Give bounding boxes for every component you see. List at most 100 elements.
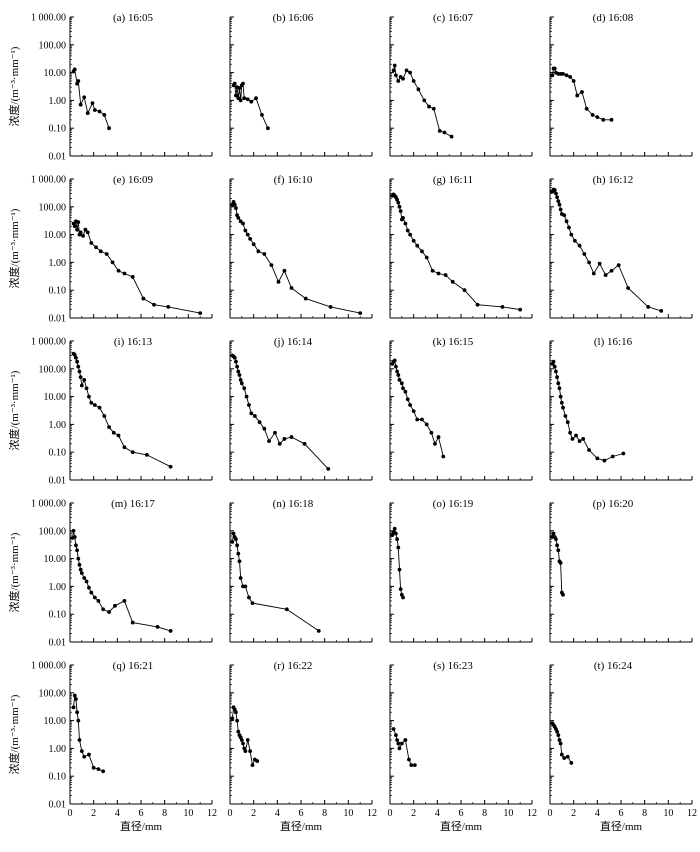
y-tick-label: 1 000.00	[31, 499, 66, 510]
data-point	[567, 225, 571, 230]
data-point	[89, 241, 94, 245]
x-tick-label: 2	[91, 808, 96, 819]
data-point	[94, 245, 98, 250]
data-point	[621, 451, 626, 456]
data-point	[245, 232, 250, 237]
data-point	[87, 585, 91, 590]
data-point	[101, 769, 106, 774]
data-point	[563, 414, 568, 418]
y-tick-label: 1.00	[49, 744, 67, 755]
y-axis-label: 浓度/(m⁻³·mm⁻¹)	[7, 46, 21, 126]
data-point	[74, 697, 78, 701]
subplot-title: (a) 16:05	[113, 12, 154, 24]
data-point	[90, 101, 95, 105]
y-axis-label: 浓度/(m⁻³·mm⁻¹)	[7, 694, 21, 774]
data-point	[76, 364, 81, 369]
data-point	[399, 381, 404, 386]
data-point	[282, 268, 287, 273]
data-point	[96, 599, 101, 603]
data-point	[236, 729, 241, 734]
y-tick-label: 1.00	[49, 96, 67, 107]
data-point	[577, 439, 582, 444]
data-point	[500, 305, 505, 309]
data-point	[113, 603, 117, 608]
data-point	[394, 531, 398, 536]
series-line	[73, 68, 110, 129]
y-tick-label: 10.00	[44, 68, 67, 79]
data-point	[234, 710, 238, 715]
data-point	[399, 741, 404, 746]
series-line	[551, 360, 624, 462]
data-point	[155, 624, 160, 629]
data-point	[234, 537, 238, 542]
subplot-7: (g) 16:11	[389, 174, 533, 319]
data-point	[401, 595, 405, 600]
data-point	[262, 252, 267, 256]
data-point	[302, 441, 307, 446]
data-point	[601, 117, 606, 122]
data-point	[110, 260, 115, 265]
x-tick-label: 6	[139, 808, 144, 819]
y-tick-label: 100.00	[39, 688, 67, 699]
data-point	[518, 307, 523, 312]
data-point	[577, 243, 582, 248]
data-point	[245, 97, 250, 102]
x-tick-label: 0	[388, 808, 393, 819]
data-point	[397, 746, 402, 751]
data-point	[555, 195, 559, 200]
data-point	[289, 435, 294, 439]
subplot-12: (l) 16:16	[549, 336, 693, 481]
y-tick-label: 100.00	[39, 526, 67, 537]
data-point	[231, 531, 236, 536]
data-point	[77, 369, 82, 374]
data-point	[582, 252, 587, 256]
data-point	[415, 417, 420, 422]
data-point	[249, 99, 254, 104]
y-tick-label: 10.00	[44, 230, 67, 241]
subplot-3: (c) 16:07	[389, 12, 533, 157]
data-point	[236, 215, 241, 220]
data-point	[429, 430, 434, 435]
data-point	[401, 215, 405, 220]
data-point	[551, 531, 556, 536]
data-point	[397, 377, 402, 382]
data-point	[97, 405, 102, 410]
x-axis-label: 直径/mm	[440, 819, 483, 833]
data-point	[575, 93, 580, 98]
subplot-8: (h) 16:12	[549, 174, 693, 319]
subplot-title: (r) 16:22	[274, 660, 313, 672]
subplot-4: (d) 16:08	[549, 12, 693, 157]
series-line	[231, 533, 320, 632]
data-point	[392, 63, 397, 68]
data-point	[269, 263, 274, 267]
data-point	[326, 467, 331, 471]
data-point	[396, 200, 401, 205]
x-tick-label: 6	[459, 808, 464, 819]
data-point	[397, 567, 402, 572]
data-point	[436, 271, 441, 276]
data-point	[267, 439, 271, 444]
x-tick-label: 6	[619, 808, 624, 819]
data-point	[265, 126, 270, 131]
y-axis-label: 浓度/(m⁻³·mm⁻¹)	[7, 532, 21, 612]
data-point	[450, 279, 455, 284]
data-point	[303, 296, 308, 301]
data-point	[556, 199, 561, 204]
data-point	[556, 381, 561, 386]
data-point	[79, 383, 84, 388]
series-line	[232, 355, 329, 470]
y-tick-label: 1 000.00	[31, 13, 66, 24]
y-tick-label: 0.01	[49, 800, 67, 811]
data-point	[403, 389, 408, 394]
data-point	[198, 311, 203, 316]
subplot-title: (o) 16:19	[433, 498, 474, 510]
data-point	[475, 302, 480, 307]
data-point	[141, 296, 146, 301]
data-point	[610, 454, 615, 459]
data-point	[89, 590, 94, 595]
y-tick-label: 1.00	[49, 420, 67, 431]
data-point	[236, 369, 241, 374]
data-point	[248, 237, 253, 241]
data-point	[234, 93, 238, 98]
